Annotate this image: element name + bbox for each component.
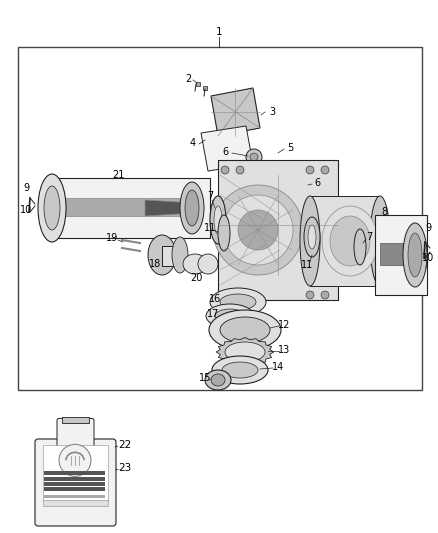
Ellipse shape — [59, 445, 91, 477]
Ellipse shape — [218, 215, 230, 251]
Text: 6: 6 — [222, 147, 228, 157]
Ellipse shape — [183, 254, 207, 274]
Text: 17: 17 — [207, 309, 219, 319]
Bar — [380, 243, 412, 265]
Text: 19: 19 — [106, 233, 118, 243]
Text: 15: 15 — [199, 373, 211, 383]
Text: 6: 6 — [314, 178, 320, 188]
Polygon shape — [201, 126, 253, 171]
Bar — [44, 471, 105, 475]
Ellipse shape — [223, 195, 293, 265]
Bar — [44, 487, 105, 491]
Bar — [43, 445, 108, 502]
Bar — [162, 246, 182, 266]
Bar — [44, 495, 105, 498]
Text: 5: 5 — [287, 143, 293, 153]
Ellipse shape — [44, 186, 60, 230]
Ellipse shape — [172, 237, 188, 273]
Text: 20: 20 — [190, 273, 202, 283]
Polygon shape — [196, 82, 200, 86]
Ellipse shape — [408, 233, 422, 277]
Bar — [218, 160, 338, 300]
Ellipse shape — [304, 217, 320, 257]
Ellipse shape — [185, 190, 199, 226]
Ellipse shape — [250, 153, 258, 161]
Bar — [310, 196, 380, 286]
Bar — [44, 482, 105, 486]
Ellipse shape — [370, 196, 390, 286]
Ellipse shape — [221, 291, 229, 299]
Text: 7: 7 — [207, 191, 213, 201]
Text: 9: 9 — [425, 223, 431, 233]
Text: 3: 3 — [269, 107, 275, 117]
Bar — [65, 198, 195, 216]
Ellipse shape — [298, 182, 306, 190]
Ellipse shape — [211, 374, 225, 386]
Polygon shape — [216, 337, 274, 366]
Text: 22: 22 — [118, 440, 132, 450]
Text: 4: 4 — [190, 138, 196, 148]
Ellipse shape — [220, 294, 256, 310]
Text: 13: 13 — [278, 345, 290, 355]
Bar — [55, 178, 210, 238]
Ellipse shape — [198, 254, 218, 274]
Ellipse shape — [322, 206, 378, 276]
Ellipse shape — [306, 291, 314, 299]
FancyBboxPatch shape — [35, 439, 116, 526]
Text: 12: 12 — [278, 320, 290, 330]
Ellipse shape — [148, 235, 176, 275]
Ellipse shape — [212, 356, 268, 384]
Ellipse shape — [222, 362, 258, 378]
Polygon shape — [203, 86, 207, 90]
Ellipse shape — [206, 304, 254, 328]
Bar — [18, 47, 422, 390]
Text: 9: 9 — [23, 183, 29, 193]
Ellipse shape — [403, 223, 427, 287]
Polygon shape — [211, 88, 260, 136]
Bar — [62, 417, 89, 423]
Ellipse shape — [225, 342, 265, 362]
Text: 18: 18 — [149, 259, 161, 269]
Text: 16: 16 — [209, 294, 221, 304]
Ellipse shape — [210, 196, 226, 244]
Ellipse shape — [308, 225, 316, 249]
Ellipse shape — [213, 185, 303, 275]
Ellipse shape — [300, 196, 320, 286]
Bar — [375, 215, 427, 295]
Ellipse shape — [215, 309, 245, 323]
Ellipse shape — [330, 216, 370, 266]
Text: 14: 14 — [272, 362, 284, 372]
Text: 1: 1 — [215, 27, 223, 37]
Text: 23: 23 — [118, 463, 132, 473]
Ellipse shape — [294, 178, 310, 194]
Text: 8: 8 — [381, 207, 387, 217]
Ellipse shape — [180, 182, 204, 234]
Text: 21: 21 — [112, 170, 124, 180]
Bar — [44, 477, 105, 481]
Ellipse shape — [306, 166, 314, 174]
Ellipse shape — [220, 317, 270, 343]
Text: 10: 10 — [422, 253, 434, 263]
Text: 7: 7 — [366, 232, 372, 242]
Ellipse shape — [321, 166, 329, 174]
Ellipse shape — [214, 206, 222, 234]
Ellipse shape — [354, 229, 366, 265]
Polygon shape — [145, 200, 195, 216]
Bar — [43, 500, 108, 506]
Ellipse shape — [236, 291, 244, 299]
FancyBboxPatch shape — [57, 418, 94, 449]
Text: 11: 11 — [301, 260, 313, 270]
Ellipse shape — [238, 210, 278, 250]
Text: 10: 10 — [20, 205, 32, 215]
Ellipse shape — [221, 166, 229, 174]
Ellipse shape — [210, 288, 266, 316]
Ellipse shape — [321, 291, 329, 299]
Ellipse shape — [236, 166, 244, 174]
Ellipse shape — [38, 174, 66, 242]
Ellipse shape — [246, 149, 262, 165]
Text: 2: 2 — [185, 74, 191, 84]
Ellipse shape — [205, 370, 231, 390]
Text: 11: 11 — [204, 223, 216, 233]
Ellipse shape — [209, 310, 281, 350]
